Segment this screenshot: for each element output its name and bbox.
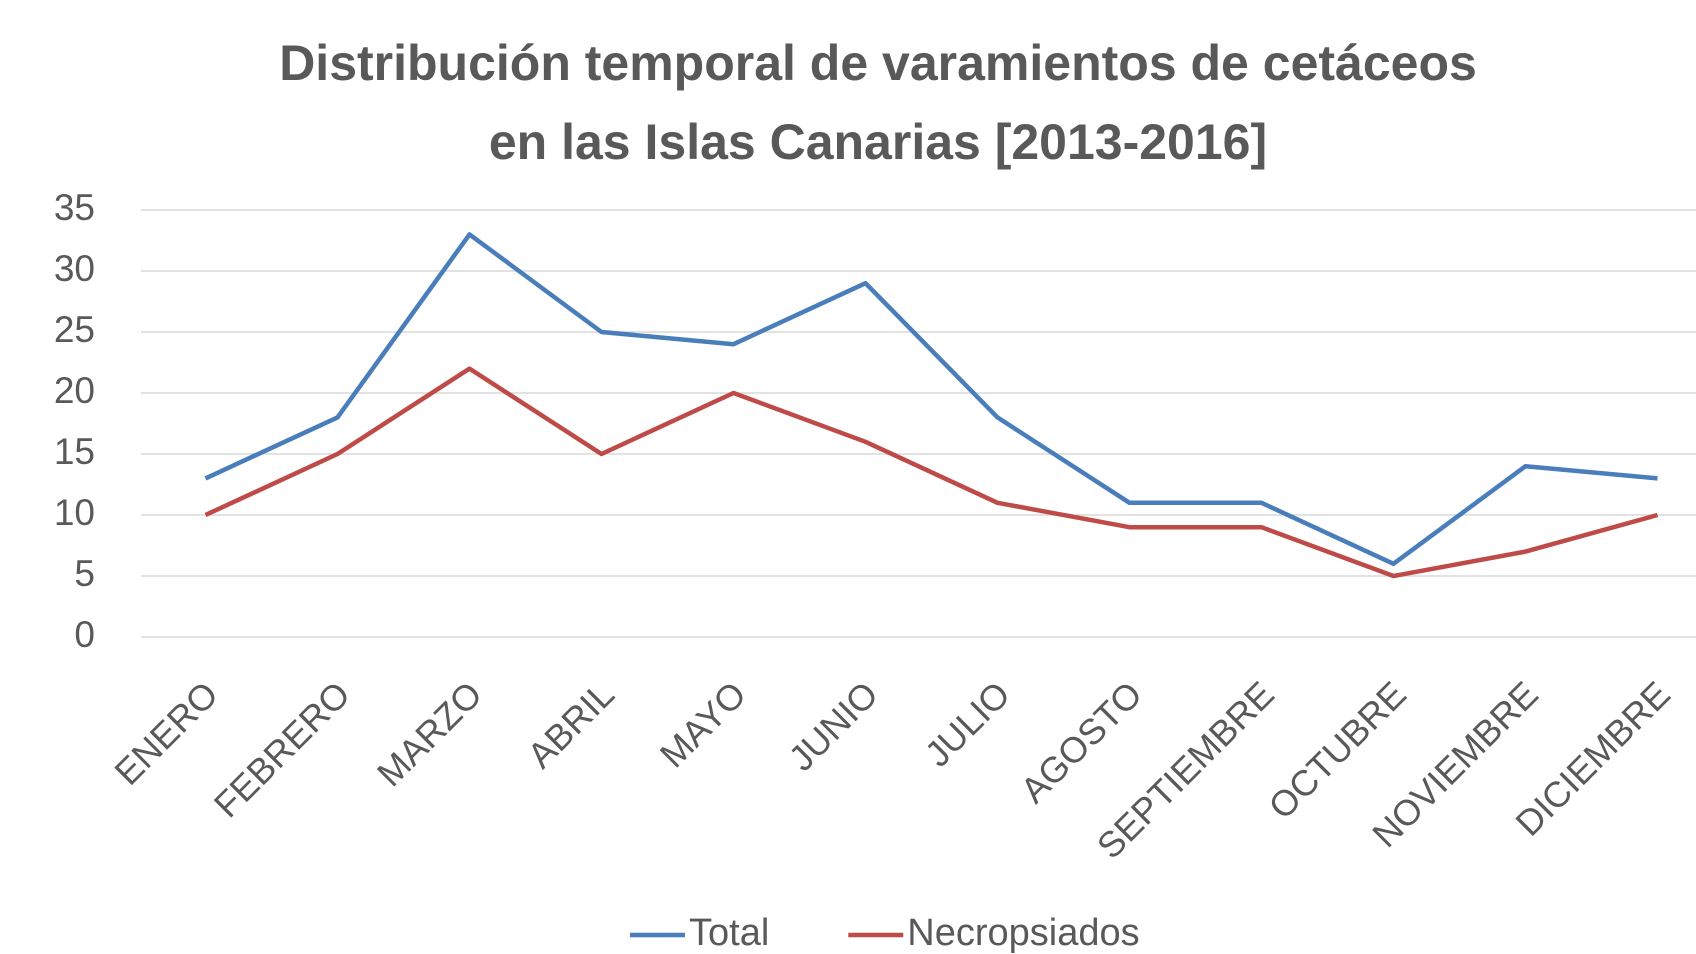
- y-tick-label: 10: [54, 492, 95, 533]
- series-line: [204, 232, 1658, 567]
- series-line: [204, 366, 1659, 579]
- y-tick-label: 20: [54, 370, 95, 411]
- chart-title: Distribución temporal de varamientos de …: [279, 35, 1477, 91]
- legend-label: Necropsiados: [907, 912, 1139, 954]
- y-tick-label: 0: [74, 614, 95, 655]
- x-tick-label: FEBRERO: [206, 673, 358, 825]
- x-tick-label: ABRIL: [519, 673, 622, 776]
- chart-title: en las Islas Canarias [2013-2016]: [489, 114, 1267, 170]
- y-tick-label: 35: [54, 187, 95, 228]
- y-tick-label: 5: [74, 553, 95, 594]
- x-tick-label: MAYO: [652, 673, 754, 775]
- x-tick-label: JUNIO: [781, 673, 886, 778]
- x-tick-label: AGOSTO: [1012, 673, 1149, 810]
- y-tick-label: 15: [54, 431, 95, 472]
- y-tick-label: 30: [54, 248, 95, 289]
- x-tick-label: JULIO: [917, 673, 1018, 774]
- legend-label: Total: [689, 912, 769, 954]
- y-tick-label: 25: [54, 309, 95, 350]
- x-tick-label: MARZO: [369, 673, 490, 794]
- x-tick-label: ENERO: [106, 673, 226, 793]
